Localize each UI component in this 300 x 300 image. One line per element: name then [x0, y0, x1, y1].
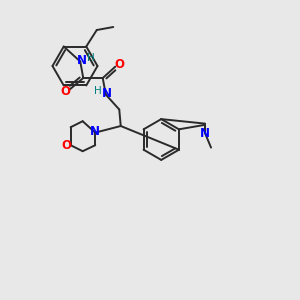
Text: N: N: [102, 87, 112, 101]
Text: N: N: [77, 54, 87, 68]
Text: N: N: [90, 125, 100, 138]
Text: O: O: [61, 85, 71, 98]
Text: H: H: [87, 53, 94, 63]
Text: N: N: [200, 127, 209, 140]
Text: O: O: [61, 139, 71, 152]
Text: H: H: [94, 86, 101, 96]
Text: O: O: [114, 58, 124, 71]
